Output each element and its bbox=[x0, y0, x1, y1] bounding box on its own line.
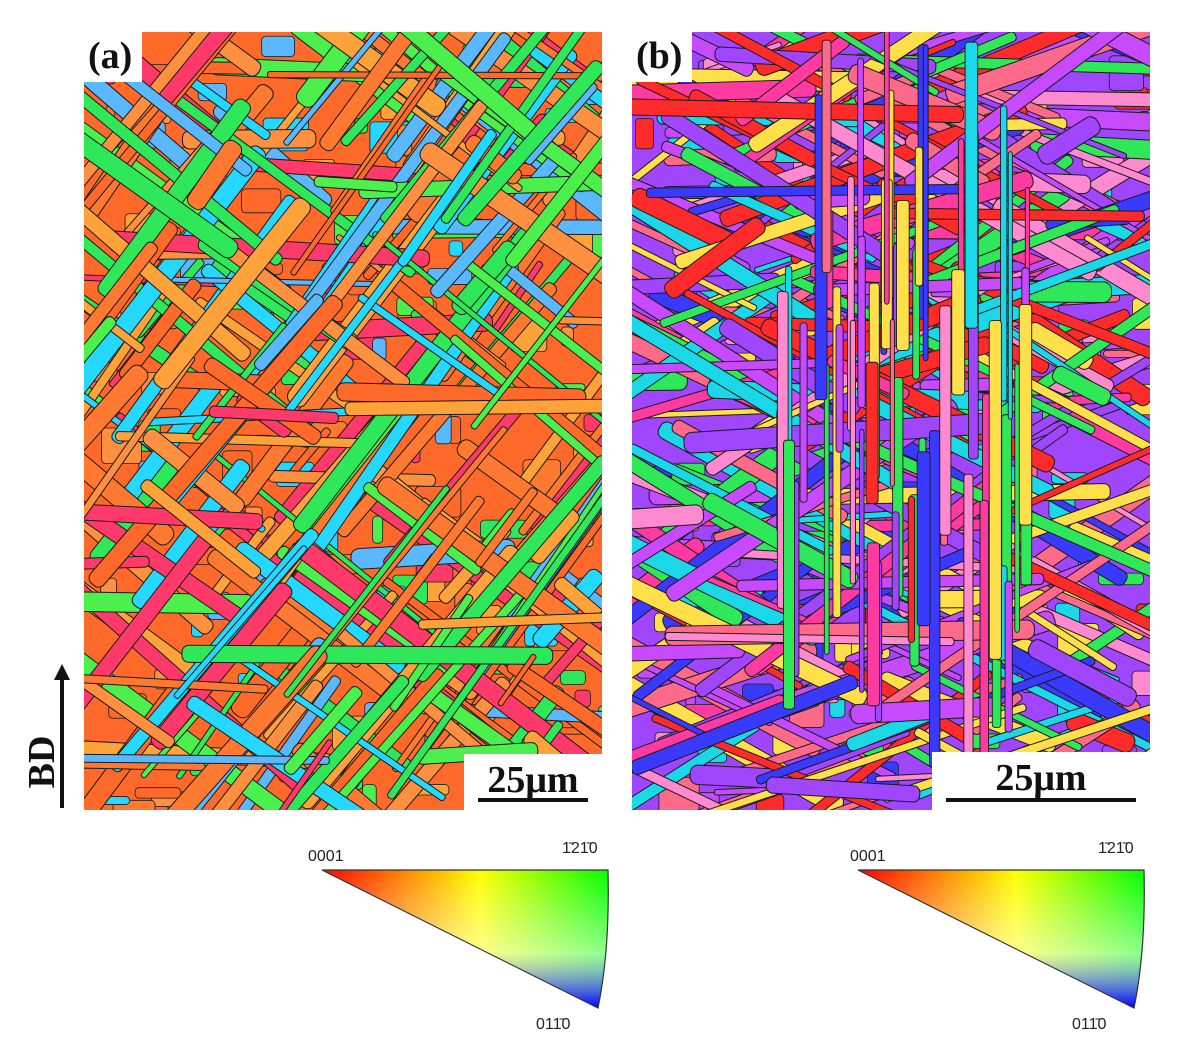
panel-label-b: (b) bbox=[632, 32, 693, 82]
scalebar-b: 25μm bbox=[932, 752, 1150, 810]
panel-label-a: (a) bbox=[84, 32, 143, 82]
ipf-label-0001-b: 0001 bbox=[850, 848, 886, 865]
scalebar-line-b bbox=[946, 798, 1136, 802]
ipf-color-key-a: 0001 1̄21̄0 011̄0 bbox=[300, 840, 630, 1040]
ebsd-map-a: (a) 25μm bbox=[84, 32, 602, 810]
ipf-triangle-a bbox=[321, 869, 609, 1009]
ebsd-map-b: (b) 25μm bbox=[632, 32, 1150, 810]
ebsd-orientation-map-b bbox=[632, 32, 1150, 810]
scalebar-a: 25μm bbox=[464, 754, 602, 810]
ipf-label-0001-a: 0001 bbox=[308, 848, 344, 865]
ipf-label-0110-a: 011̄0 bbox=[536, 1016, 571, 1033]
build-direction-indicator: BD bbox=[0, 660, 80, 820]
ipf-label-1210-a: 1̄21̄0 bbox=[562, 840, 598, 857]
scalebar-text-a: 25μm bbox=[487, 759, 579, 801]
scalebar-line-a bbox=[478, 798, 588, 802]
build-direction-label: BD bbox=[21, 735, 63, 789]
ipf-label-0110-b: 011̄0 bbox=[1072, 1016, 1107, 1033]
build-direction-arrow-icon bbox=[54, 664, 70, 808]
ebsd-orientation-map-a bbox=[84, 32, 602, 810]
scalebar-text-b: 25μm bbox=[995, 757, 1087, 799]
ipf-color-key-b: 0001 1̄21̄0 011̄0 bbox=[836, 840, 1166, 1040]
ipf-triangle-b bbox=[857, 869, 1145, 1009]
ipf-label-1210-b: 1̄21̄0 bbox=[1098, 840, 1134, 857]
